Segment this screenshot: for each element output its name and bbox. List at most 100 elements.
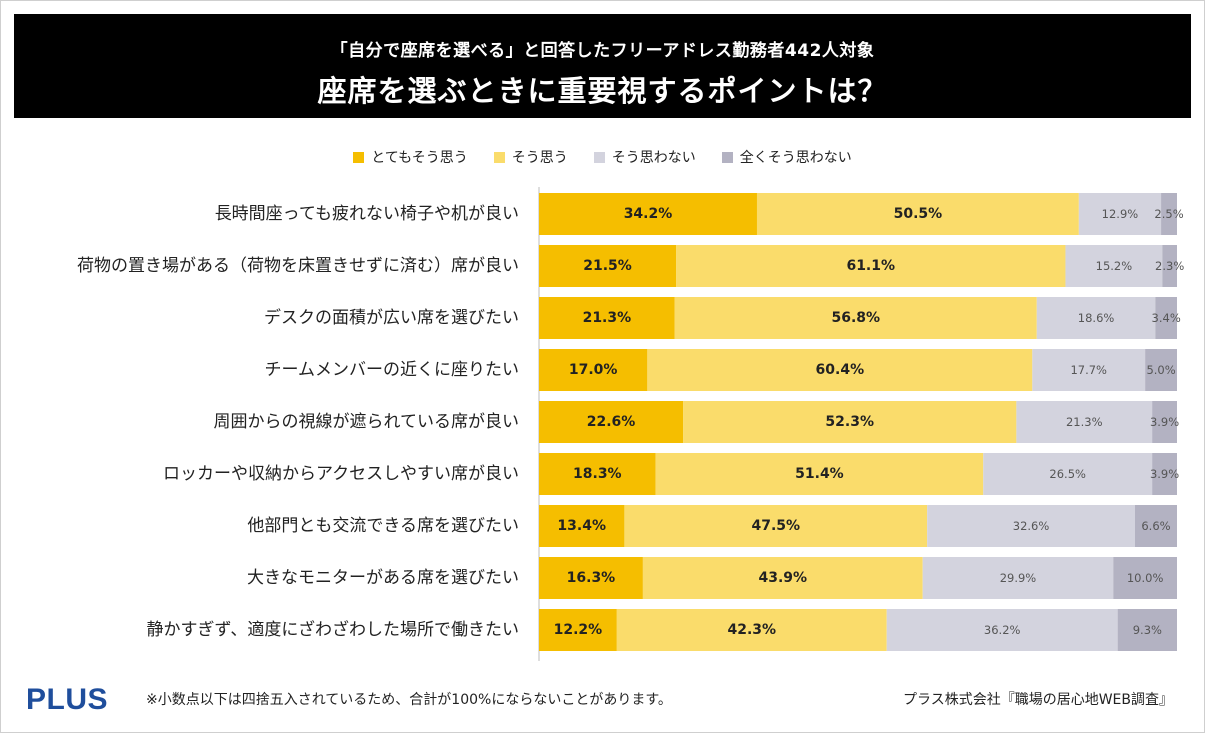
legend-item: そう思わない bbox=[593, 147, 696, 167]
bar-segment bbox=[674, 297, 1037, 339]
data-label: 26.5% bbox=[1049, 467, 1086, 481]
bar-segment bbox=[1134, 505, 1177, 547]
bar-segment bbox=[539, 349, 648, 391]
bar-segment bbox=[1065, 245, 1163, 287]
data-label: 21.5% bbox=[583, 258, 632, 274]
data-label: 3.4% bbox=[1152, 311, 1181, 325]
data-label: 32.6% bbox=[1013, 519, 1050, 533]
data-label: 21.3% bbox=[583, 310, 632, 326]
legend-item: とてもそう思う bbox=[353, 147, 468, 167]
data-label: 2.3% bbox=[1155, 259, 1184, 273]
data-label: 50.5% bbox=[894, 206, 943, 222]
bar-segment bbox=[683, 401, 1017, 443]
data-label: 10.0% bbox=[1127, 571, 1164, 585]
bar-segment bbox=[1117, 609, 1177, 651]
bar-segment bbox=[539, 245, 677, 287]
category-label: 他部門とも交流できる席を選びたい bbox=[247, 516, 519, 536]
legend: とてもそう思う そう思う そう思わない 全くそう思わない bbox=[0, 147, 1205, 167]
category-label: デスクの面積が広い席を選びたい bbox=[264, 307, 519, 328]
bar-segment bbox=[922, 557, 1114, 599]
bar-segment bbox=[983, 453, 1153, 495]
legend-swatch bbox=[593, 151, 605, 163]
bar-segment bbox=[539, 401, 684, 443]
bar-segment bbox=[1016, 401, 1153, 443]
data-label: 42.3% bbox=[727, 622, 776, 638]
category-label: 静かすぎず、適度にざわざわした場所で働きたい bbox=[147, 619, 519, 640]
chart-title: 座席を選ぶときに重要視するポイントは？ bbox=[317, 74, 888, 108]
data-label: 13.4% bbox=[557, 518, 606, 534]
bar-segment bbox=[539, 193, 757, 235]
category-label: 周囲からの視線が遮られている席が良い bbox=[214, 412, 520, 432]
legend-swatch bbox=[353, 151, 365, 163]
data-label: 3.9% bbox=[1150, 467, 1179, 481]
bar-segment bbox=[886, 609, 1118, 651]
bar-segment bbox=[1152, 401, 1177, 443]
chart-subtitle: 「自分で座席を選べる」と回答したフリーアドレス勤務者442人対象 bbox=[330, 41, 875, 61]
plus-logo: PLUS bbox=[26, 683, 109, 716]
bar-segment bbox=[539, 297, 675, 339]
data-label: 6.6% bbox=[1141, 519, 1170, 533]
legend-item: そう思う bbox=[493, 147, 568, 167]
data-label: 17.7% bbox=[1070, 363, 1107, 377]
category-label: チームメンバーの近くに座りたい bbox=[265, 360, 520, 380]
legend-label: とてもそう思う bbox=[371, 150, 468, 166]
bar-segment bbox=[1161, 193, 1177, 235]
bar-segment bbox=[655, 453, 984, 495]
data-label: 5.0% bbox=[1146, 363, 1175, 377]
data-label: 61.1% bbox=[846, 258, 895, 274]
bar-segment bbox=[756, 193, 1079, 235]
bar-segment bbox=[1155, 297, 1177, 339]
bar-segment bbox=[1036, 297, 1156, 339]
legend-label: そう思う bbox=[511, 150, 568, 166]
category-label: ロッカーや収納からアクセスしやすい席が良い bbox=[163, 464, 519, 484]
data-label: 21.3% bbox=[1066, 415, 1103, 429]
bar-segment bbox=[624, 505, 928, 547]
data-label: 12.2% bbox=[554, 622, 603, 638]
category-label: 大きなモニターがある席を選びたい bbox=[247, 568, 519, 588]
data-label: 34.2% bbox=[624, 206, 673, 222]
data-label: 60.4% bbox=[816, 362, 865, 378]
data-label: 36.2% bbox=[984, 623, 1021, 637]
data-label: 17.0% bbox=[569, 362, 618, 378]
data-label: 43.9% bbox=[759, 570, 808, 586]
bar-segment bbox=[927, 505, 1135, 547]
legend-swatch bbox=[493, 151, 505, 163]
data-label: 22.6% bbox=[587, 414, 636, 430]
data-label: 2.5% bbox=[1154, 207, 1183, 221]
data-label: 47.5% bbox=[751, 518, 800, 534]
legend-label: そう思わない bbox=[611, 150, 696, 166]
source-credit: プラス株式会社『職場の居心地WEB調査』 bbox=[902, 692, 1173, 708]
header-banner: 「自分で座席を選べる」と回答したフリーアドレス勤務者442人対象 座席を選ぶとき… bbox=[14, 14, 1191, 118]
data-label: 29.9% bbox=[1000, 571, 1037, 585]
legend-label: 全くそう思わない bbox=[739, 150, 852, 166]
legend-swatch bbox=[721, 151, 733, 163]
data-label: 9.3% bbox=[1133, 623, 1162, 637]
bar-segment bbox=[539, 505, 625, 547]
data-label: 18.6% bbox=[1078, 311, 1115, 325]
data-label: 56.8% bbox=[831, 310, 880, 326]
bar-segment bbox=[539, 609, 617, 651]
bar-segment bbox=[1078, 193, 1162, 235]
bar-segment bbox=[1145, 349, 1177, 391]
legend-item: 全くそう思わない bbox=[721, 147, 852, 167]
bar-segment bbox=[1152, 453, 1177, 495]
data-label: 3.9% bbox=[1150, 415, 1179, 429]
data-label: 18.3% bbox=[573, 466, 622, 482]
data-label: 12.9% bbox=[1102, 207, 1139, 221]
data-label: 52.3% bbox=[825, 414, 874, 430]
bar-segment bbox=[539, 453, 656, 495]
bar-segment bbox=[1113, 557, 1177, 599]
bar-segment bbox=[1032, 349, 1146, 391]
bar-segment bbox=[647, 349, 1033, 391]
data-label: 51.4% bbox=[795, 466, 844, 482]
data-label: 15.2% bbox=[1096, 259, 1133, 273]
bar-segment bbox=[642, 557, 923, 599]
bar-segment bbox=[539, 557, 643, 599]
category-label: 荷物の置き場がある（荷物を床置きせずに済む）席が良い bbox=[77, 256, 519, 276]
footnote: ※小数点以下は四捨五入されているため、合計が100%にならないことがあります。 bbox=[146, 692, 672, 708]
bar-segment bbox=[676, 245, 1066, 287]
category-label: 長時間座っても疲れない椅子や机が良い bbox=[215, 204, 519, 224]
bar-segment bbox=[616, 609, 887, 651]
bar-segment bbox=[1162, 245, 1177, 287]
